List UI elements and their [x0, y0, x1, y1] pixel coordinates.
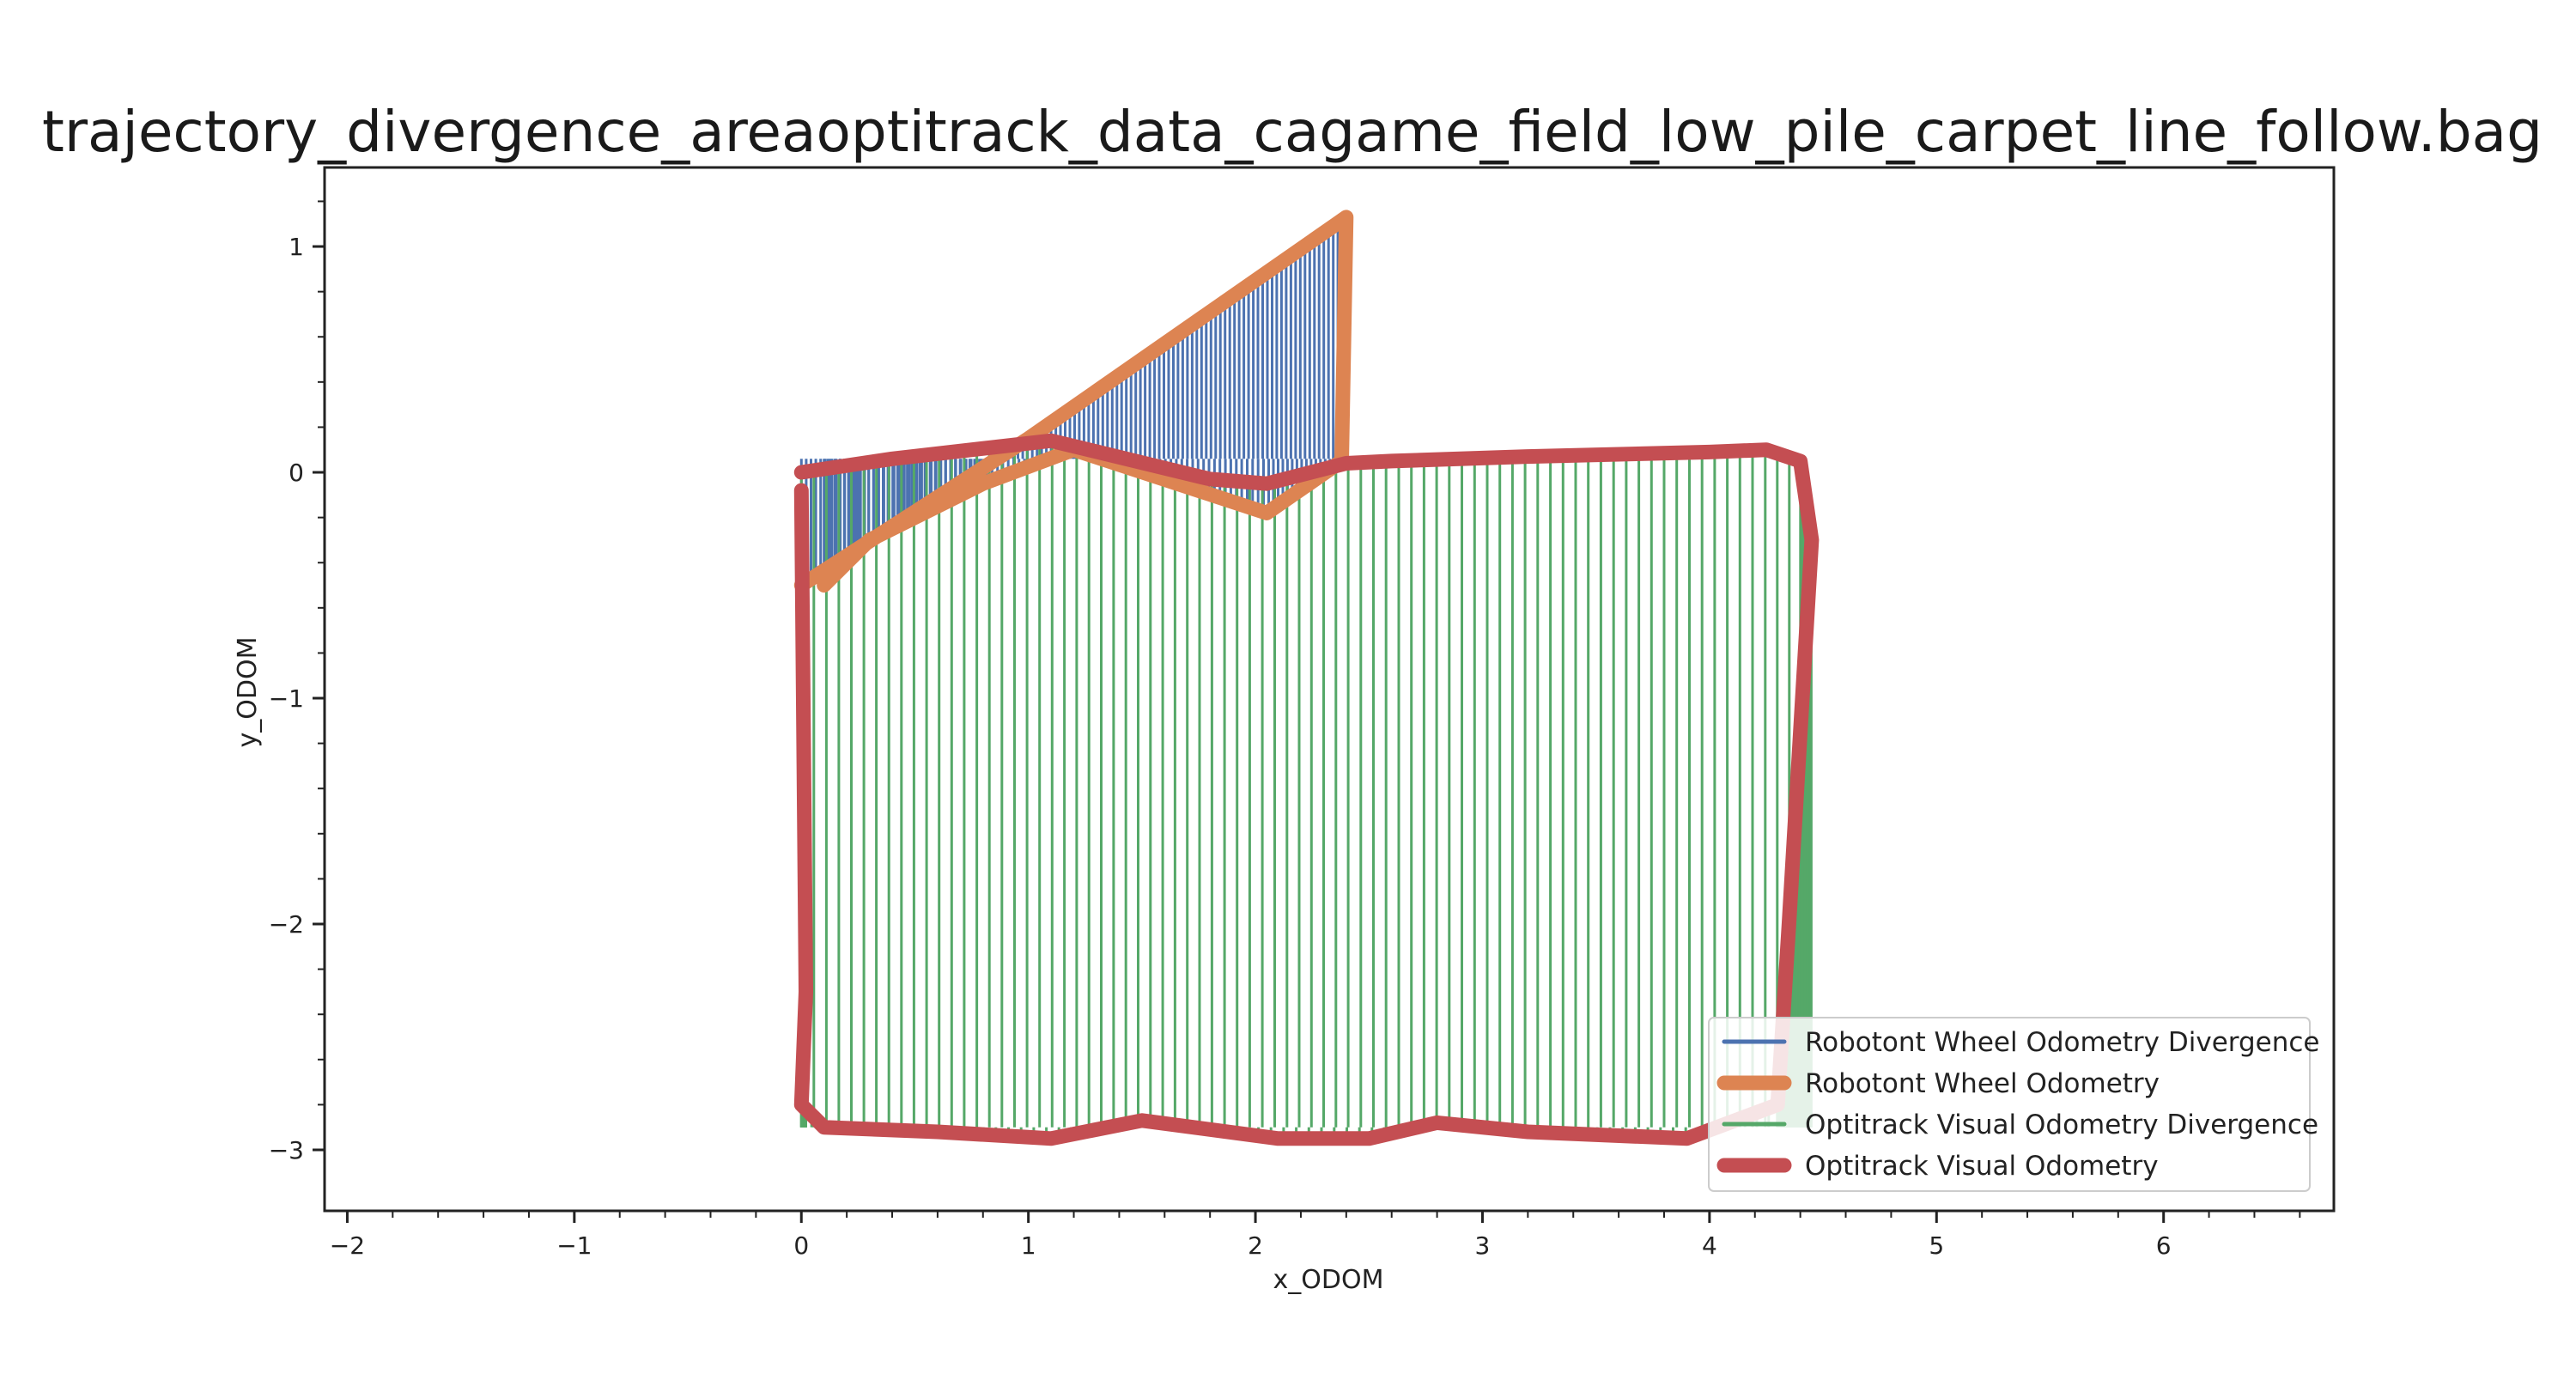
- axis-ticks: −2 −1 0 1 2 3 4 5 6 1 0 −1 −2 −3: [269, 200, 2301, 1260]
- legend-label: Robotont Wheel Odometry Divergence: [1805, 1027, 2319, 1058]
- x-tick-label: 3: [1475, 1231, 1491, 1260]
- legend-label: Robotont Wheel Odometry: [1805, 1068, 2160, 1099]
- legend-box: [1708, 1017, 2311, 1192]
- plot-area: [793, 210, 1820, 1146]
- x-tick-label: 5: [1929, 1231, 1944, 1260]
- series-robotont-wheel-odometry: [793, 210, 1354, 593]
- legend-label: Optitrack Visual Odometry: [1805, 1151, 2159, 1182]
- y-tick-label: 0: [289, 459, 304, 487]
- y-tick-label: −1: [269, 684, 304, 713]
- axes-frame: [323, 166, 2336, 1213]
- series-optitrack-visual-odometry: [793, 433, 1820, 1146]
- y-tick-label: 1: [289, 233, 304, 261]
- x-tick-label: 0: [793, 1231, 809, 1260]
- series-optitrack-visual-odometry-divergence: [799, 441, 1813, 1139]
- legend: Robotont Wheel Odometry Divergence Roboto…: [1708, 1017, 2319, 1192]
- x-tick-label: −1: [556, 1231, 592, 1260]
- x-tick-label: 4: [1702, 1231, 1717, 1260]
- chart-title: trajectory_divergence_areaoptitrack_data…: [42, 99, 2543, 165]
- x-axis-label: x_ODOM: [1273, 1265, 1384, 1295]
- legend-label: Optitrack Visual Odometry Divergence: [1805, 1110, 2318, 1140]
- x-tick-label: 1: [1021, 1231, 1036, 1260]
- y-tick-label: −2: [269, 910, 304, 939]
- x-tick-label: 6: [2156, 1231, 2172, 1260]
- y-tick-label: −3: [269, 1136, 304, 1164]
- x-tick-label: 2: [1248, 1231, 1263, 1260]
- y-axis-label: y_ODOM: [233, 637, 263, 748]
- x-tick-label: −2: [330, 1231, 365, 1260]
